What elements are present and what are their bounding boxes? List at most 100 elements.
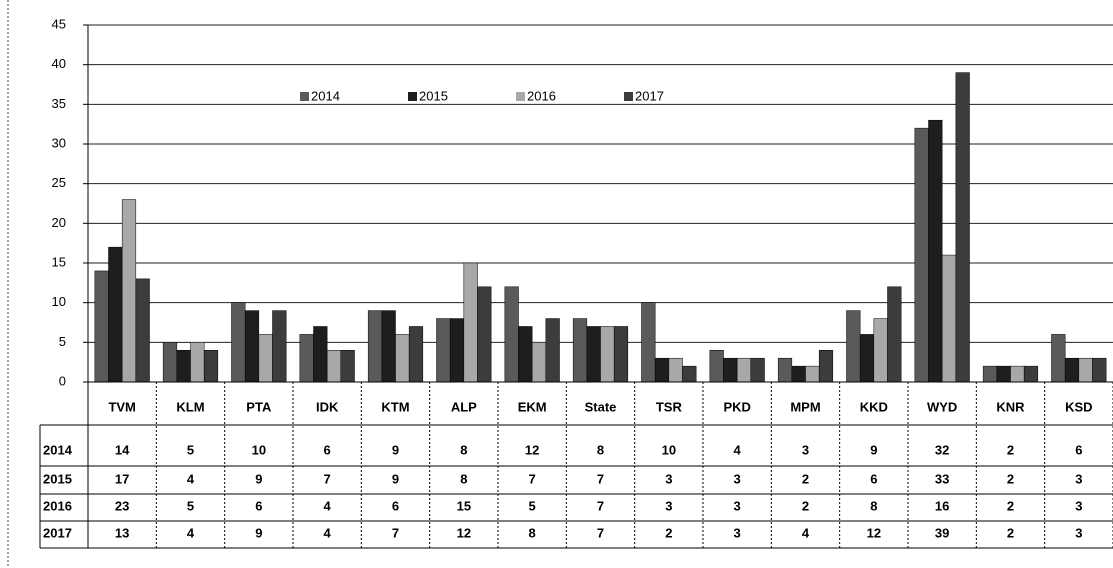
bar (955, 72, 970, 383)
row-label: 2016 (43, 498, 72, 513)
bar (94, 270, 109, 383)
bar (135, 278, 150, 383)
bar (641, 302, 656, 383)
bar (518, 326, 533, 383)
bar (928, 119, 943, 383)
table-cell: 32 (935, 442, 949, 457)
table-cell: 9 (255, 471, 262, 486)
table-cell: 2 (665, 525, 672, 540)
table-cell: 10 (662, 442, 676, 457)
table-cell: 13 (115, 525, 129, 540)
bar (258, 334, 273, 383)
bar (381, 310, 396, 383)
bar (449, 318, 465, 383)
bar (203, 350, 219, 383)
table-cell: 7 (597, 471, 604, 486)
bar (1023, 365, 1039, 383)
bar (709, 350, 724, 383)
bar (750, 357, 765, 383)
bar (299, 334, 314, 383)
x-tick-label: KNR (996, 399, 1025, 414)
bar (572, 318, 588, 383)
table-cell: 4 (802, 525, 810, 540)
table-cell: 9 (255, 525, 262, 540)
table-cell: 7 (597, 525, 604, 540)
table-cell: 3 (665, 471, 672, 486)
table-cell: 3 (802, 442, 809, 457)
x-tick-label: KTM (381, 399, 409, 414)
table-cell: 7 (324, 471, 331, 486)
table-cell: 10 (252, 442, 266, 457)
bar (682, 365, 697, 383)
x-tick-label: EKM (518, 399, 547, 414)
table-cell: 2 (1007, 442, 1014, 457)
table-cell: 7 (392, 525, 399, 540)
table-cell: 2 (802, 471, 809, 486)
table-cell: 14 (115, 442, 130, 457)
bar (272, 310, 287, 383)
table-cell: 9 (392, 471, 399, 486)
x-tick-label: ALP (451, 399, 477, 414)
y-tick-label: 15 (52, 254, 66, 269)
bar (873, 318, 888, 383)
table-cell: 8 (870, 498, 877, 513)
y-tick-label: 40 (52, 56, 66, 71)
table-cell: 3 (1075, 498, 1082, 513)
x-tick-label: State (585, 399, 617, 414)
table-cell: 12 (525, 442, 539, 457)
x-tick-label: KKD (860, 399, 888, 414)
table-cell: 2 (1007, 498, 1014, 513)
bar (121, 199, 137, 383)
table-cell: 33 (935, 471, 949, 486)
table-cell: 9 (870, 442, 877, 457)
bar (600, 326, 615, 383)
bar (340, 350, 355, 383)
y-tick-label: 0 (59, 373, 66, 388)
table-cell: 3 (734, 525, 741, 540)
bar (846, 310, 861, 383)
table-cell: 12 (457, 525, 471, 540)
bar (887, 286, 902, 383)
x-tick-label: PTA (246, 399, 272, 414)
bar (818, 350, 834, 383)
x-tick-label: MPM (790, 399, 820, 414)
table-cell: 39 (935, 525, 949, 540)
bar (545, 318, 560, 383)
bar (1064, 357, 1080, 383)
table-cell: 6 (392, 498, 399, 513)
bar (244, 310, 260, 383)
x-tick-label: IDK (316, 399, 339, 414)
bar (190, 342, 205, 383)
bar (504, 286, 519, 383)
bar (723, 357, 738, 383)
bar (736, 357, 752, 383)
bar (162, 342, 178, 383)
y-tick-label: 45 (52, 16, 66, 31)
bar (367, 310, 383, 383)
table-cell: 15 (457, 498, 471, 513)
bar (777, 357, 793, 383)
table-cell: 6 (1075, 442, 1082, 457)
y-tick-label: 10 (52, 294, 66, 309)
table-cell: 3 (1075, 525, 1082, 540)
table-cell: 8 (529, 525, 536, 540)
bar (982, 365, 998, 383)
legend-swatch (624, 92, 633, 101)
legend-swatch (408, 92, 417, 101)
bar (231, 302, 246, 383)
table-cell: 4 (734, 442, 742, 457)
bar (436, 318, 451, 383)
table-cell: 4 (324, 525, 332, 540)
bar (996, 365, 1011, 383)
bar (1092, 357, 1107, 383)
bar (791, 365, 806, 383)
table-cell: 17 (115, 471, 129, 486)
y-tick-label: 20 (52, 215, 66, 230)
table-cell: 8 (597, 442, 604, 457)
legend-label: 2015 (419, 88, 448, 103)
table-cell: 4 (187, 525, 195, 540)
bar (859, 334, 875, 383)
bar (1051, 334, 1066, 383)
table-cell: 5 (187, 442, 194, 457)
